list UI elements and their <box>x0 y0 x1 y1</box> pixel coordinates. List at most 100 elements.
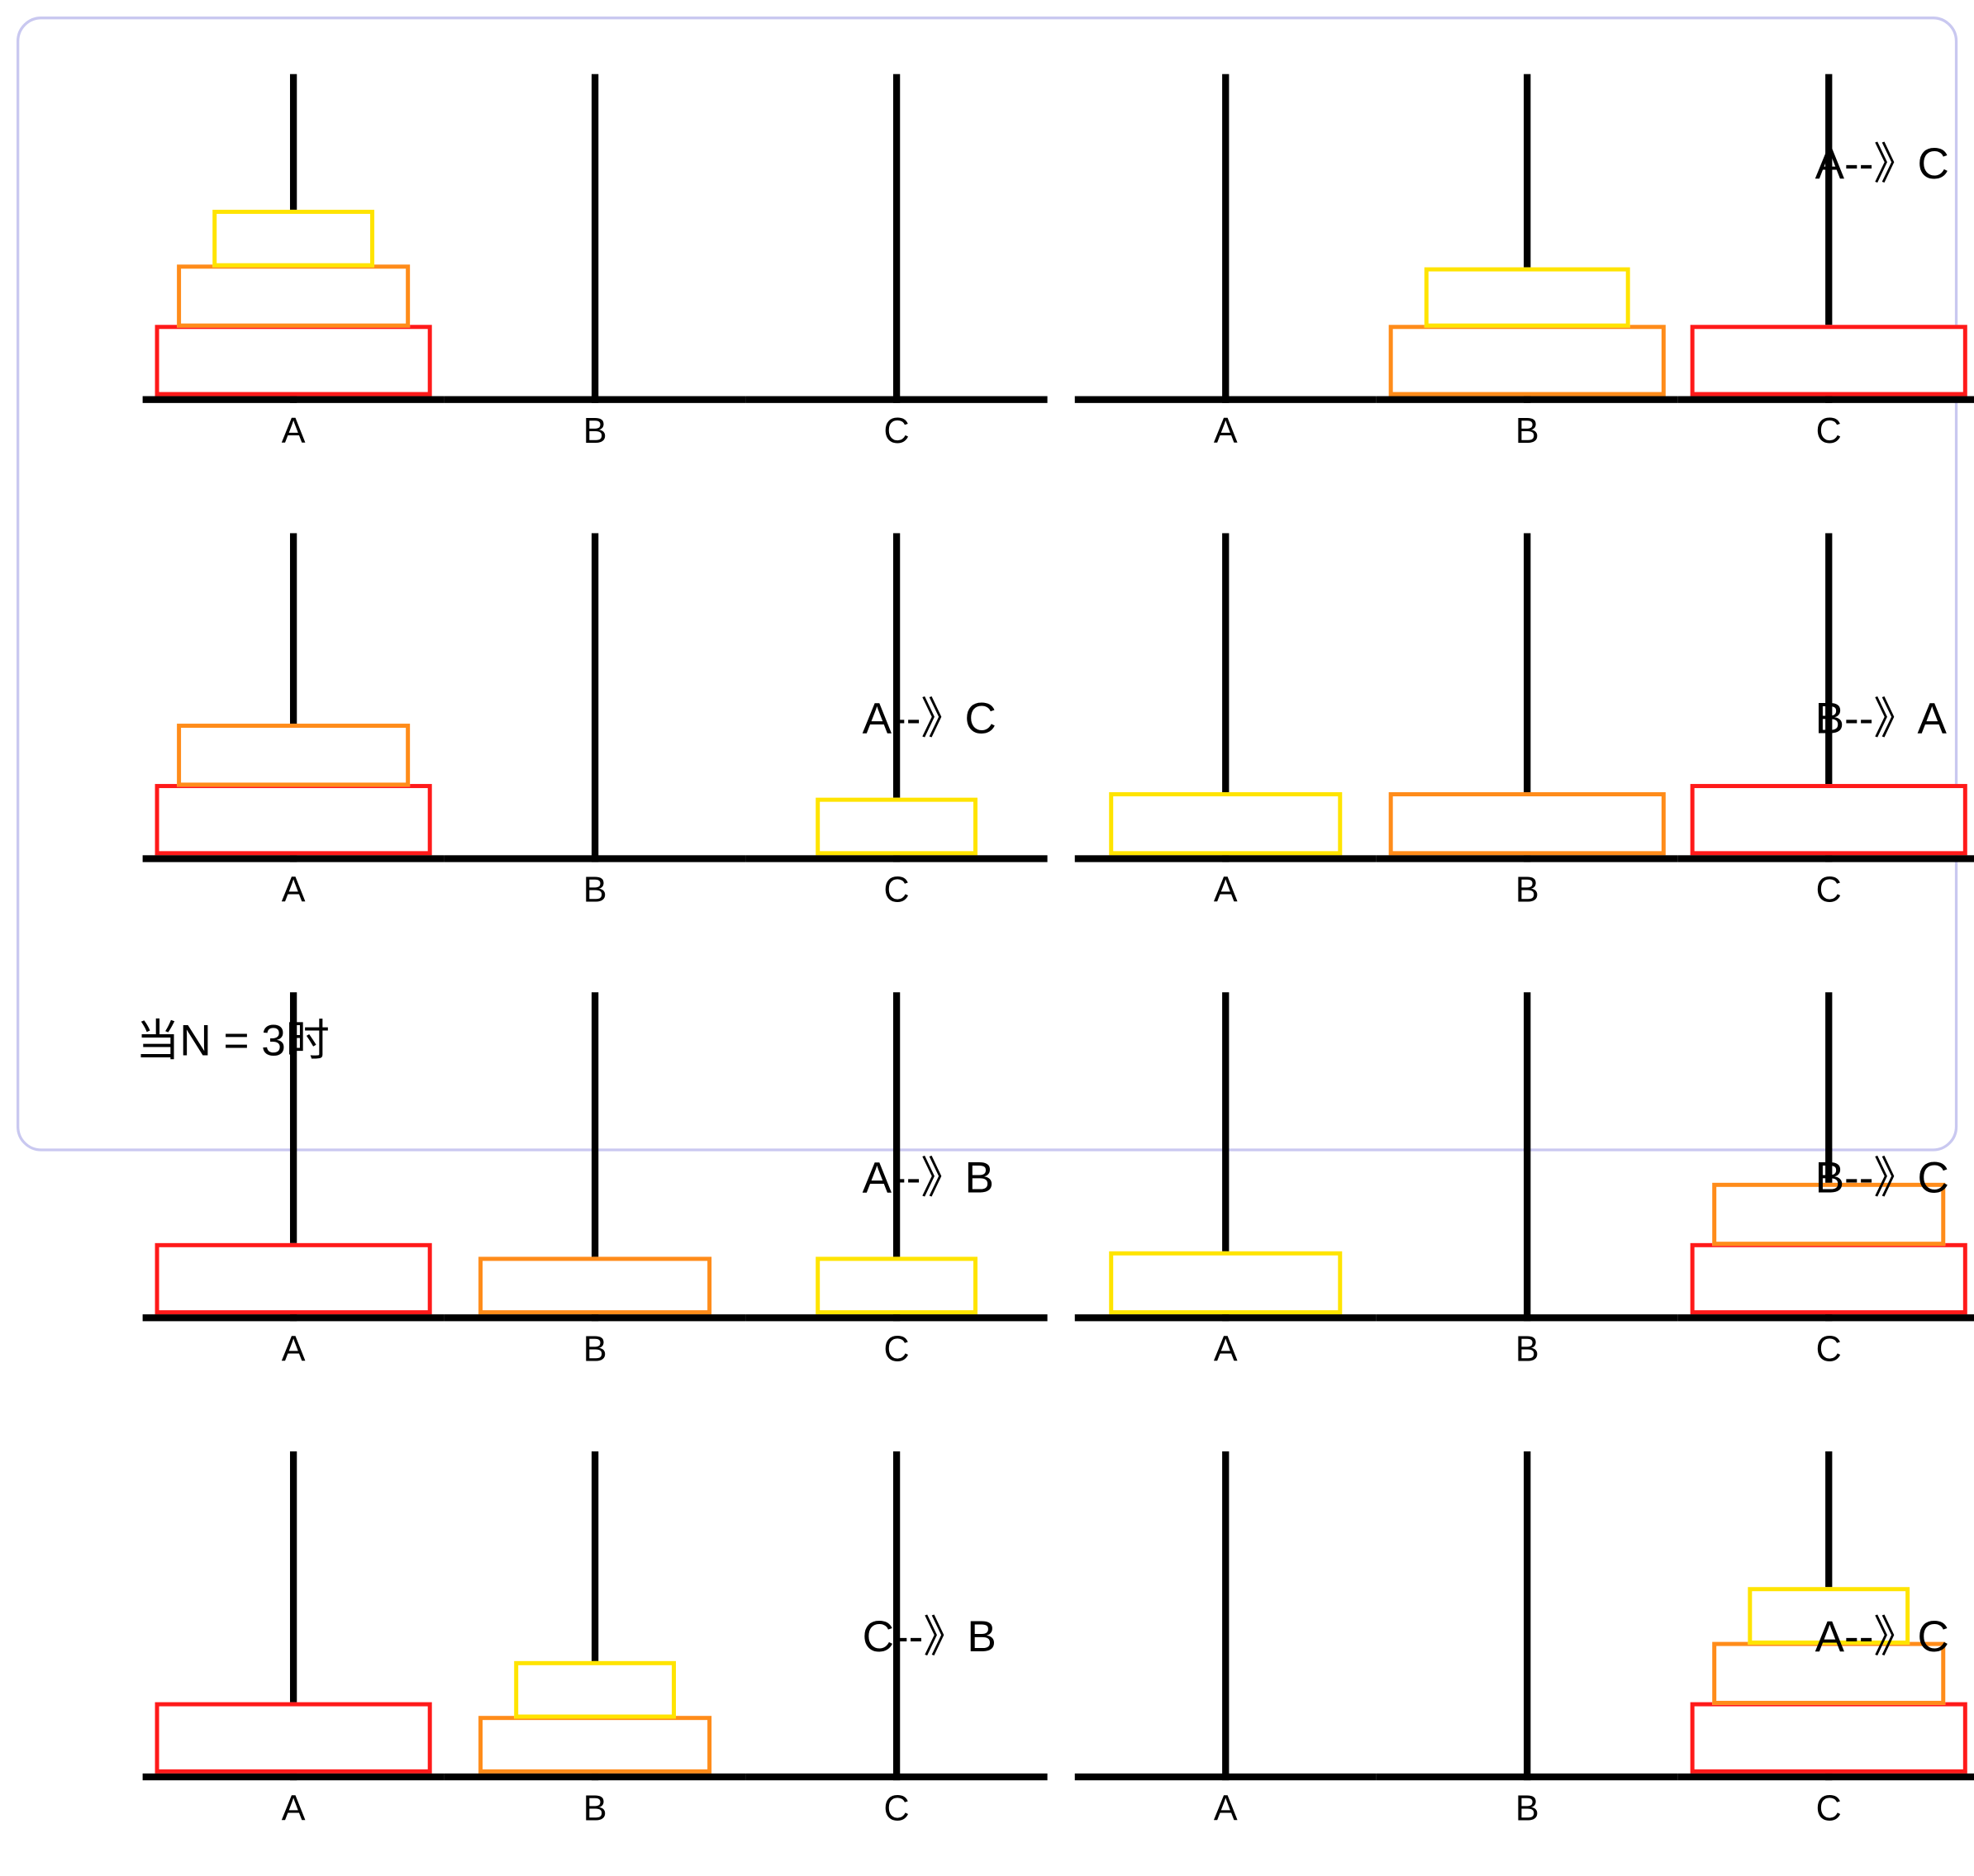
base <box>1678 1774 1974 1780</box>
disk-medium <box>478 1256 711 1314</box>
peg-label-B: B <box>445 1787 746 1829</box>
peg-B-r2r: B <box>1377 965 1678 1362</box>
base <box>1377 397 1678 403</box>
pole <box>1222 74 1229 403</box>
move-label-r2r: B--》C <box>1815 1143 1949 1206</box>
pole <box>1524 1451 1530 1780</box>
peg-label-A: A <box>143 869 445 911</box>
disk-large <box>155 1243 432 1314</box>
disk-large <box>155 325 432 396</box>
base <box>1075 397 1377 403</box>
peg-label-B: B <box>1377 1787 1678 1829</box>
peg-A-r0r: A <box>1075 46 1377 444</box>
peg-label-A: A <box>143 1787 445 1829</box>
peg-B-r3l: B <box>445 1424 746 1821</box>
base <box>143 397 445 403</box>
peg-label-A: A <box>143 1328 445 1370</box>
move-label-r0r: A--》C <box>1815 129 1949 192</box>
peg-label-C: C <box>1678 869 1974 911</box>
peg-label-A: A <box>1075 1328 1377 1370</box>
peg-label-B: B <box>1377 1328 1678 1370</box>
peg-label-C: C <box>746 1787 1048 1829</box>
peg-B-r2l: B <box>445 965 746 1362</box>
move-label-r3l: C--》B <box>863 1602 997 1665</box>
disk-large-red <box>1691 325 1967 396</box>
move-label-r1l: A--》C <box>863 684 997 747</box>
base <box>445 1314 746 1321</box>
peg-label-A: A <box>1075 1787 1377 1829</box>
base <box>445 397 746 403</box>
disk-medium <box>177 264 410 327</box>
peg-A-r1l: A <box>143 506 445 903</box>
peg-A-r2r: A <box>1075 965 1377 1362</box>
pole <box>893 74 900 403</box>
base <box>1377 855 1678 862</box>
disk-mid-yellow <box>1109 1251 1342 1314</box>
base <box>143 1774 445 1780</box>
peg-label-B: B <box>445 410 746 452</box>
disk-large-red <box>1691 1243 1967 1314</box>
peg-A-r1r: A <box>1075 506 1377 903</box>
disk-mid-yellow <box>1425 268 1630 328</box>
peg-label-B: B <box>445 1328 746 1370</box>
base <box>1075 1774 1377 1780</box>
peg-A-r0l: A <box>143 46 445 444</box>
pole <box>1222 1451 1229 1780</box>
disk-large <box>155 1703 432 1774</box>
disk-small <box>514 1661 676 1719</box>
disk-small <box>212 210 374 268</box>
peg-B-r0l: B <box>445 46 746 444</box>
base <box>746 1774 1048 1780</box>
base <box>445 855 746 862</box>
disk-small <box>816 1256 977 1314</box>
peg-label-A: A <box>143 410 445 452</box>
disk-large <box>1691 1703 1967 1774</box>
peg-label-A: A <box>1075 869 1377 911</box>
peg-label-B: B <box>1377 410 1678 452</box>
peg-label-C: C <box>746 1328 1048 1370</box>
peg-B-r1l: B <box>445 506 746 903</box>
move-label-r2l: A--》B <box>863 1143 994 1206</box>
base <box>1075 855 1377 862</box>
disk-small <box>816 798 977 856</box>
peg-A-r3r: A <box>1075 1424 1377 1821</box>
peg-label-B: B <box>445 869 746 911</box>
base <box>746 1314 1048 1321</box>
base <box>746 855 1048 862</box>
pole <box>592 533 598 862</box>
base <box>143 855 445 862</box>
peg-A-r3l: A <box>143 1424 445 1821</box>
peg-B-r3r: B <box>1377 1424 1678 1821</box>
peg-B-r0r: B <box>1377 46 1678 444</box>
disk-large <box>155 784 432 855</box>
base <box>1377 1314 1678 1321</box>
peg-label-C: C <box>746 410 1048 452</box>
base <box>1678 855 1974 862</box>
peg-label-C: C <box>746 869 1048 911</box>
base <box>1075 1314 1377 1321</box>
peg-C-r0r: C <box>1678 46 1974 444</box>
disk-medium <box>177 724 410 786</box>
peg-A-r2l: A <box>143 965 445 1362</box>
base <box>746 397 1048 403</box>
pole <box>1524 992 1530 1321</box>
move-label-r1r: B--》A <box>1815 684 1947 747</box>
base <box>1678 397 1974 403</box>
disk-medium <box>478 1716 711 1774</box>
base <box>445 1774 746 1780</box>
pole <box>592 74 598 403</box>
move-label-r3r: A--》C <box>1815 1602 1949 1665</box>
peg-label-C: C <box>1678 1328 1974 1370</box>
disk-large-red <box>1691 784 1967 855</box>
peg-C-r0l: C <box>746 46 1048 444</box>
base <box>1678 1314 1974 1321</box>
peg-label-C: C <box>1678 1787 1974 1829</box>
peg-label-B: B <box>1377 869 1678 911</box>
base <box>1377 1774 1678 1780</box>
peg-label-C: C <box>1678 410 1974 452</box>
disk-large-orange <box>1389 325 1666 396</box>
peg-B-r1r: B <box>1377 506 1678 903</box>
disk-mid-yellow <box>1109 792 1342 855</box>
peg-label-A: A <box>1075 410 1377 452</box>
base <box>143 1314 445 1321</box>
